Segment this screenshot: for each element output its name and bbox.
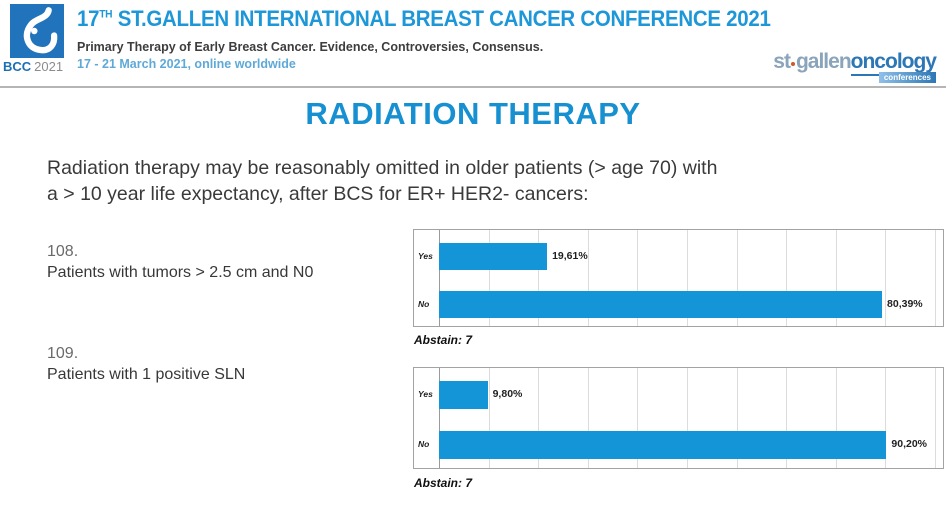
gridline <box>736 368 738 468</box>
intro-paragraph: Radiation therapy may be reasonably omit… <box>47 156 717 208</box>
logo-conferences-badge: conferences <box>878 72 936 83</box>
logo-text-gallen: gallen <box>795 50 852 73</box>
gridline <box>736 230 738 326</box>
question-108: 108. Patients with tumors > 2.5 cm and N… <box>47 241 313 283</box>
conference-title-rest: ST.GALLEN INTERNATIONAL BREAST CANCER CO… <box>112 6 771 31</box>
gridline <box>488 230 490 326</box>
question-number: 109. <box>47 345 79 362</box>
gridline <box>538 230 540 326</box>
intro-line-1: Radiation therapy may be reasonably omit… <box>47 157 718 179</box>
gridline <box>538 368 540 468</box>
abstain-label: Abstain: 7 <box>414 476 473 490</box>
conference-dates: 17 - 21 March 2021, online worldwide <box>77 57 296 71</box>
gridline <box>687 368 688 468</box>
logo-text-oncology: oncology <box>850 50 937 76</box>
gridline <box>786 368 788 468</box>
poll-chart-109: Yes 9,80% No 90,20% <box>413 367 944 469</box>
category-label: Yes <box>418 389 433 399</box>
conference-title-number: 17 <box>77 6 100 31</box>
stgallen-oncology-logo: st gallenoncology conferences <box>773 50 937 83</box>
gridline <box>687 230 688 326</box>
gridline <box>835 368 837 468</box>
gridline <box>835 230 837 326</box>
question-text: Patients with 1 positive SLN <box>47 366 246 384</box>
gridline <box>935 230 936 326</box>
y-axis-line <box>439 368 440 468</box>
logo-dot-icon <box>790 62 795 66</box>
conference-title-sup: TH <box>99 8 113 21</box>
intro-line-2: a > 10 year life expectancy, after BCS f… <box>47 182 589 205</box>
gridline <box>786 230 788 326</box>
bcc-year-label: BCC 2021 <box>3 59 63 74</box>
category-label: No <box>418 439 430 449</box>
value-label: 90,20% <box>891 438 928 450</box>
gridline <box>587 368 589 468</box>
value-label: 80,39% <box>887 297 923 310</box>
conference-subtitle: Primary Therapy of Early Breast Cancer. … <box>77 40 544 54</box>
vote-bar <box>439 431 887 459</box>
category-label: No <box>418 298 430 309</box>
y-axis-line <box>439 230 440 326</box>
breast-drop-icon <box>23 7 58 54</box>
value-label: 19,61% <box>552 249 588 262</box>
question-text: Patients with tumors > 2.5 cm and N0 <box>47 264 314 282</box>
bcc-abbr: BCC <box>3 59 32 74</box>
bcc-year: 2021 <box>34 59 64 74</box>
question-number: 108. <box>47 243 79 260</box>
category-label: Yes <box>418 250 433 261</box>
header-divider <box>0 86 946 88</box>
conference-title: 17TH ST.GALLEN INTERNATIONAL BREAST CANC… <box>77 6 771 32</box>
vote-bar <box>439 243 548 270</box>
abstain-label: Abstain: 7 <box>414 333 473 347</box>
poll-chart-108: Yes 19,61% No 80,39% <box>413 229 944 327</box>
gridline <box>587 230 589 326</box>
gridline <box>637 368 639 468</box>
gridline <box>885 230 887 326</box>
value-label: 9,80% <box>492 388 523 400</box>
vote-bar <box>439 291 883 318</box>
gridline <box>488 368 490 468</box>
logo-text-st: st <box>773 50 791 73</box>
bcc-conference-logo <box>10 4 64 58</box>
question-109: 109. Patients with 1 positive SLN <box>47 343 245 385</box>
page-title: RADIATION THERAPY <box>305 96 641 131</box>
gridline <box>935 368 936 468</box>
gridline <box>885 368 887 468</box>
gridline <box>637 230 639 326</box>
vote-bar <box>439 381 488 409</box>
